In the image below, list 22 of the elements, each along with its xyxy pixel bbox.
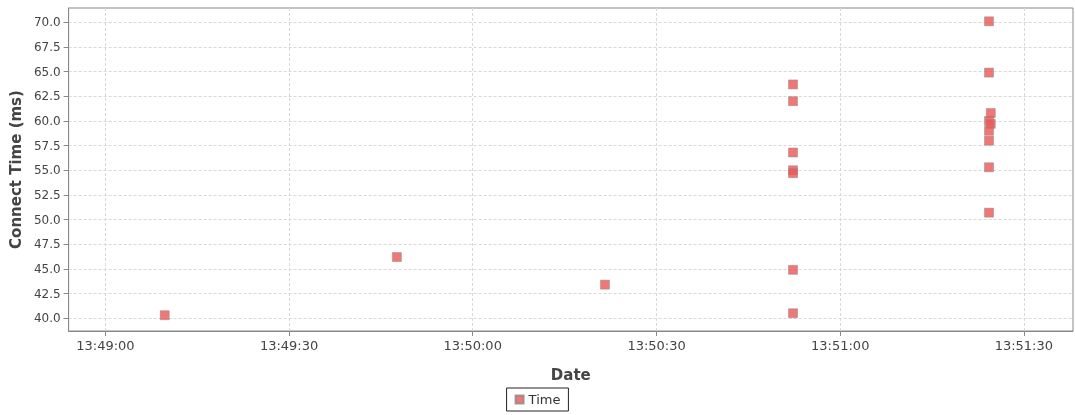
x-tick-label: 13:51:00 [811,338,870,353]
legend-label: Time [527,392,561,407]
y-tick-label: 62.5 [33,89,61,104]
y-tick-label: 65.0 [33,64,61,79]
y-tick-label: 60.0 [33,113,61,128]
y-tick-label: 40.0 [33,311,61,326]
y-tick-label: 47.5 [33,237,61,252]
y-tick-label: 52.5 [33,187,61,202]
x-tick-label: 13:50:00 [443,338,502,353]
y-tick-label: 45.0 [33,261,61,276]
x-tick-label: 13:50:30 [627,338,686,353]
x-tick-label: 13:49:30 [259,338,319,353]
y-tick-label: 70.0 [33,15,61,30]
x-tick-label: 13:51:30 [994,338,1054,353]
x-tick-label: 13:49:00 [76,338,135,353]
y-tick-label: 67.5 [33,39,61,54]
x-axis-title: Date [550,365,591,384]
y-tick-label: 50.0 [33,212,61,227]
y-tick-label: 42.5 [33,286,61,301]
y-tick-label: 57.5 [33,138,61,153]
y-tick-label: 55.0 [33,163,61,178]
y-axis-title: Connect Time (ms) [6,90,25,249]
